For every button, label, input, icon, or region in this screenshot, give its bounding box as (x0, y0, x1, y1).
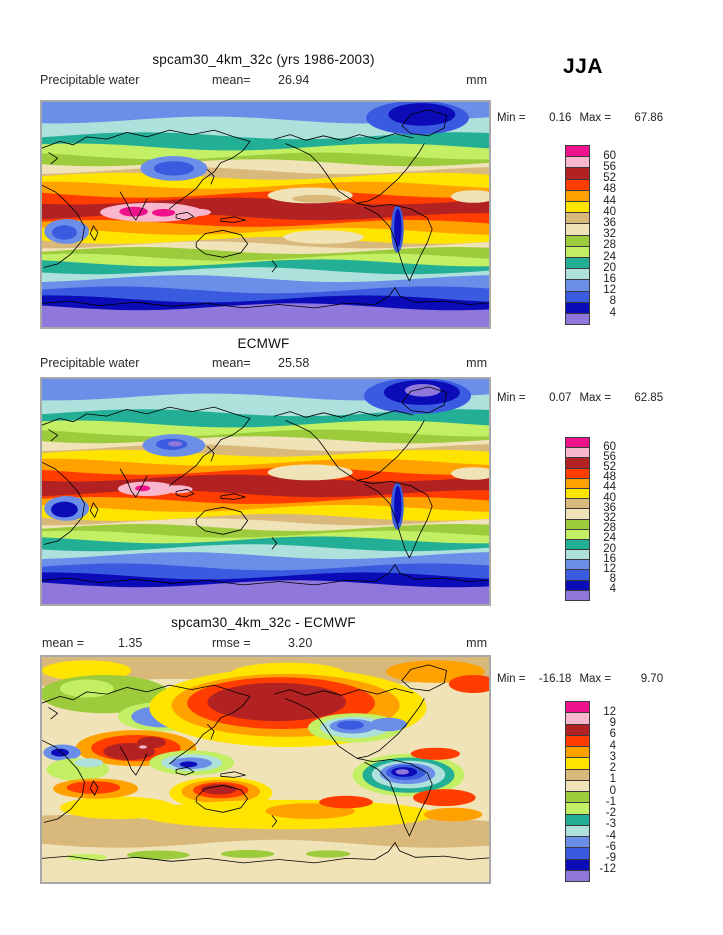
legend-label: 36 (603, 216, 616, 229)
panel-title: spcam30_4km_32c - ECMWF (171, 615, 356, 630)
panel-subtitle-row: Precipitable water mean= 26.94 mm (40, 73, 487, 88)
legend-label: 60 (603, 440, 616, 453)
legend-swatch (565, 869, 590, 882)
legend-label: 1 (609, 773, 616, 786)
legend-label: -2 (605, 807, 616, 819)
legend-label: 44 (603, 481, 616, 494)
legend-label: 44 (603, 194, 616, 207)
min-label: Min = (497, 392, 526, 404)
panel-subtitle-row: Precipitable water mean= 25.58 mm (40, 356, 487, 371)
panel-subtitle-row: mean = 1.35 rmse = 3.20 mm (40, 636, 487, 651)
mean-label: mean = (42, 636, 85, 650)
mean-value: 25.58 (278, 356, 310, 370)
legend-label: 0 (609, 784, 616, 797)
min-label: Min = (497, 673, 526, 685)
map-frame (40, 655, 491, 884)
minmax-row: Min = 0.16 Max = 67.86 (497, 112, 711, 124)
legend-swatch (565, 313, 590, 326)
legend-label: 16 (603, 272, 616, 285)
legend-label: 24 (603, 532, 616, 545)
minmax-row: Min = -16.18 Max = 9.70 (497, 673, 711, 685)
max-label: Max = (579, 673, 612, 685)
legend-label: 28 (603, 522, 616, 535)
legend-label: 48 (603, 471, 616, 484)
legend-label: -1 (605, 795, 616, 808)
legend-label: 24 (603, 250, 616, 263)
min-value: 0.16 (549, 112, 572, 124)
min-value: -16.18 (538, 673, 572, 685)
map-frame (40, 100, 491, 329)
legend-swatch (565, 589, 590, 602)
min-value: 0.07 (549, 392, 572, 404)
mean-label: mean= (212, 73, 251, 87)
legend-label: 60 (603, 149, 616, 162)
max-value: 9.70 (640, 673, 664, 685)
legend-label: 36 (603, 501, 616, 514)
legend-label: 32 (603, 512, 616, 525)
legend-label: -6 (605, 840, 616, 853)
min-label: Min = (497, 112, 526, 124)
legend-label: 20 (603, 542, 616, 555)
legend-label: 6 (609, 728, 616, 741)
legend-label: 4 (609, 583, 616, 596)
legend-label: 12 (603, 284, 616, 297)
legend-label: 4 (609, 306, 616, 319)
legend-label: 12 (603, 705, 616, 718)
legend-label: 32 (603, 228, 616, 241)
legend-label: 12 (603, 562, 616, 575)
legend-label: -12 (599, 863, 616, 876)
map-frame (40, 377, 491, 606)
legend-label: 56 (603, 450, 616, 463)
legend-label: 40 (603, 205, 616, 218)
panel-title: spcam30_4km_32c (yrs 1986-2003) (152, 52, 375, 67)
mean-value: 26.94 (278, 73, 310, 87)
legend-label: 8 (609, 573, 616, 586)
map-spcam30-4km-32c (42, 102, 489, 327)
max-label: Max = (579, 392, 612, 404)
rmse-value: 3.20 (288, 636, 313, 650)
legend-label: 16 (603, 552, 616, 565)
units-label: mm (466, 73, 487, 87)
legend-label: 20 (603, 261, 616, 274)
legend-label: -3 (605, 818, 616, 831)
legend-label: 4 (609, 739, 616, 752)
max-value: 62.85 (634, 392, 664, 404)
units-label: mm (466, 636, 487, 650)
legend-label: 48 (603, 183, 616, 196)
legend-label: 56 (603, 160, 616, 173)
mean-value: 1.35 (118, 636, 143, 650)
minmax-row: Min = 0.07 Max = 62.85 (497, 392, 711, 404)
legend-label: 3 (609, 750, 616, 763)
legend-label: 9 (609, 717, 616, 729)
legend-label: 52 (603, 172, 616, 185)
season-label: JJA (562, 55, 604, 78)
units-label: mm (466, 356, 487, 370)
legend-label: 2 (609, 762, 616, 774)
legend-label: 28 (603, 239, 616, 252)
panel-title: ECMWF (237, 336, 290, 351)
map-ecmwf (42, 379, 489, 604)
legend-label: 8 (609, 295, 616, 308)
variable-label: Precipitable water (40, 73, 140, 87)
variable-label: Precipitable water (40, 356, 140, 370)
max-label: Max = (579, 112, 612, 124)
rmse-label: rmse = (212, 636, 251, 650)
max-value: 67.86 (634, 112, 664, 124)
legend-label: 40 (603, 491, 616, 504)
mean-label: mean= (212, 356, 251, 370)
legend-label: -9 (605, 852, 616, 864)
legend-label: -4 (605, 829, 616, 842)
legend-label: 52 (603, 461, 616, 474)
map-difference (42, 657, 489, 882)
